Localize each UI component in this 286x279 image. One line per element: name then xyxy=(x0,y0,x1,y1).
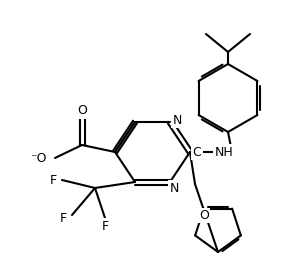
Text: NH: NH xyxy=(214,146,233,158)
Text: F: F xyxy=(102,220,109,232)
Text: N: N xyxy=(169,182,179,194)
Text: F: F xyxy=(60,213,67,225)
Text: F: F xyxy=(50,174,57,186)
Text: ⁻O: ⁻O xyxy=(31,153,47,165)
Text: O: O xyxy=(77,105,87,117)
Text: N: N xyxy=(172,114,182,126)
Text: O: O xyxy=(199,209,209,222)
Text: C: C xyxy=(193,146,201,158)
